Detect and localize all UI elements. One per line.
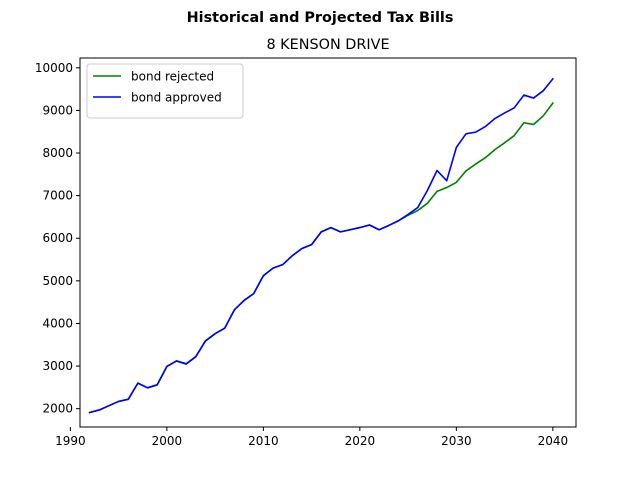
- legend: bond rejected bond approved: [86, 63, 244, 119]
- y-tick-label: 4000: [42, 316, 73, 330]
- axes: 1990 2000 2010 2020 2030 2040 2000 3000 4000 5000…: [35, 57, 577, 448]
- y-tick-label: 3000: [42, 359, 73, 373]
- x-tick-label: 1990: [55, 434, 86, 448]
- x-tick-label: 2030: [441, 434, 472, 448]
- y-tick-label: 10000: [35, 61, 73, 75]
- plot-frame: [79, 57, 577, 428]
- y-tick-label: 9000: [42, 103, 73, 117]
- y-tick-label: 7000: [42, 189, 73, 203]
- chart-suptitle: Historical and Projected Tax Bills: [187, 10, 454, 26]
- legend-box: [86, 63, 244, 119]
- x-tick-label: 2040: [538, 434, 569, 448]
- y-tick-label: 8000: [42, 146, 73, 160]
- plot-series: [88, 77, 554, 414]
- legend-label: bond approved: [131, 91, 222, 105]
- chart-title: 8 KENSON DRIVE: [266, 37, 389, 53]
- y-tick-label: 5000: [42, 274, 73, 288]
- x-tick-label: 2000: [152, 434, 183, 448]
- x-tick-label: 2020: [345, 434, 376, 448]
- series-line-bond-approved: [88, 77, 554, 414]
- y-tick-label: 6000: [42, 231, 73, 245]
- y-tick-label: 2000: [42, 402, 73, 416]
- x-tick-label: 2010: [248, 434, 279, 448]
- legend-label: bond rejected: [131, 70, 214, 84]
